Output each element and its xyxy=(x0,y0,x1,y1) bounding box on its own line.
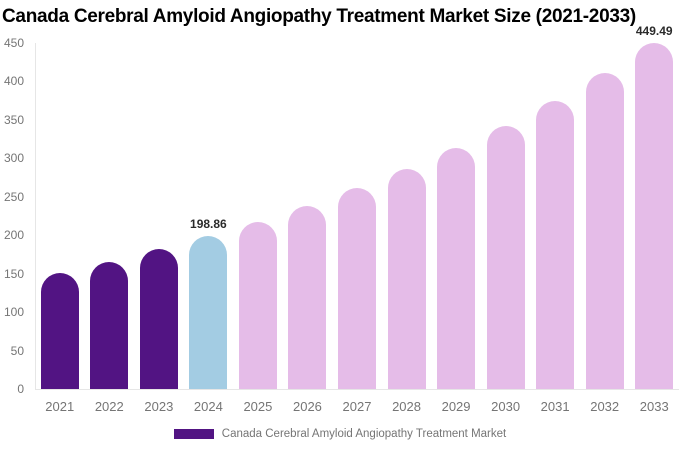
bar-2029[interactable] xyxy=(437,148,476,389)
x-label-2031: 2031 xyxy=(540,399,570,414)
x-label-2025: 2025 xyxy=(243,399,273,414)
bar-2023[interactable] xyxy=(139,249,178,389)
y-tick-350: 350 xyxy=(3,112,24,127)
x-label-2023: 2023 xyxy=(144,399,174,414)
value-label-2024: 198.86 xyxy=(190,217,227,232)
y-tick-200: 200 xyxy=(3,228,24,243)
legend-label: Canada Cerebral Amyloid Angiopathy Treat… xyxy=(221,428,507,440)
x-label-2026: 2026 xyxy=(292,399,322,414)
x-label-2032: 2032 xyxy=(590,399,620,414)
x-label-2022: 2022 xyxy=(94,399,124,414)
y-tick-100: 100 xyxy=(3,305,24,320)
x-axis-line xyxy=(35,389,679,390)
bar-2024[interactable] xyxy=(189,236,228,389)
y-axis-line xyxy=(35,43,36,389)
x-label-2024: 2024 xyxy=(193,399,223,414)
bar-2028[interactable] xyxy=(387,169,426,389)
y-tick-0: 0 xyxy=(17,382,24,396)
x-label-2030: 2030 xyxy=(491,399,521,414)
legend[interactable]: Canada Cerebral Amyloid Angiopathy Treat… xyxy=(0,426,680,442)
bar-2021[interactable] xyxy=(40,272,79,389)
x-label-2028: 2028 xyxy=(392,399,421,414)
y-tick-400: 400 xyxy=(3,74,24,89)
y-tick-150: 150 xyxy=(3,266,24,281)
bar-2025[interactable] xyxy=(238,221,277,389)
chart-title: Canada Cerebral Amyloid Angiopathy Treat… xyxy=(2,6,636,27)
y-tick-50: 50 xyxy=(10,343,24,358)
x-label-2033: 2033 xyxy=(639,399,669,414)
x-label-2027: 2027 xyxy=(342,399,372,414)
y-tick-250: 250 xyxy=(3,189,24,204)
bar-2026[interactable] xyxy=(288,205,327,389)
legend-swatch-icon xyxy=(173,429,214,439)
y-tick-300: 300 xyxy=(3,151,24,166)
bar-2031[interactable] xyxy=(536,100,575,389)
value-label-2033: 449.49 xyxy=(635,24,673,39)
x-label-2029: 2029 xyxy=(441,399,471,414)
y-tick-450: 450 xyxy=(3,36,24,50)
bar-2030[interactable] xyxy=(486,125,525,389)
bar-2027[interactable] xyxy=(338,188,376,389)
bar-2022[interactable] xyxy=(90,261,129,389)
x-label-2021: 2021 xyxy=(45,399,75,414)
bar-2033[interactable] xyxy=(635,43,674,389)
bar-2032[interactable] xyxy=(585,73,624,389)
